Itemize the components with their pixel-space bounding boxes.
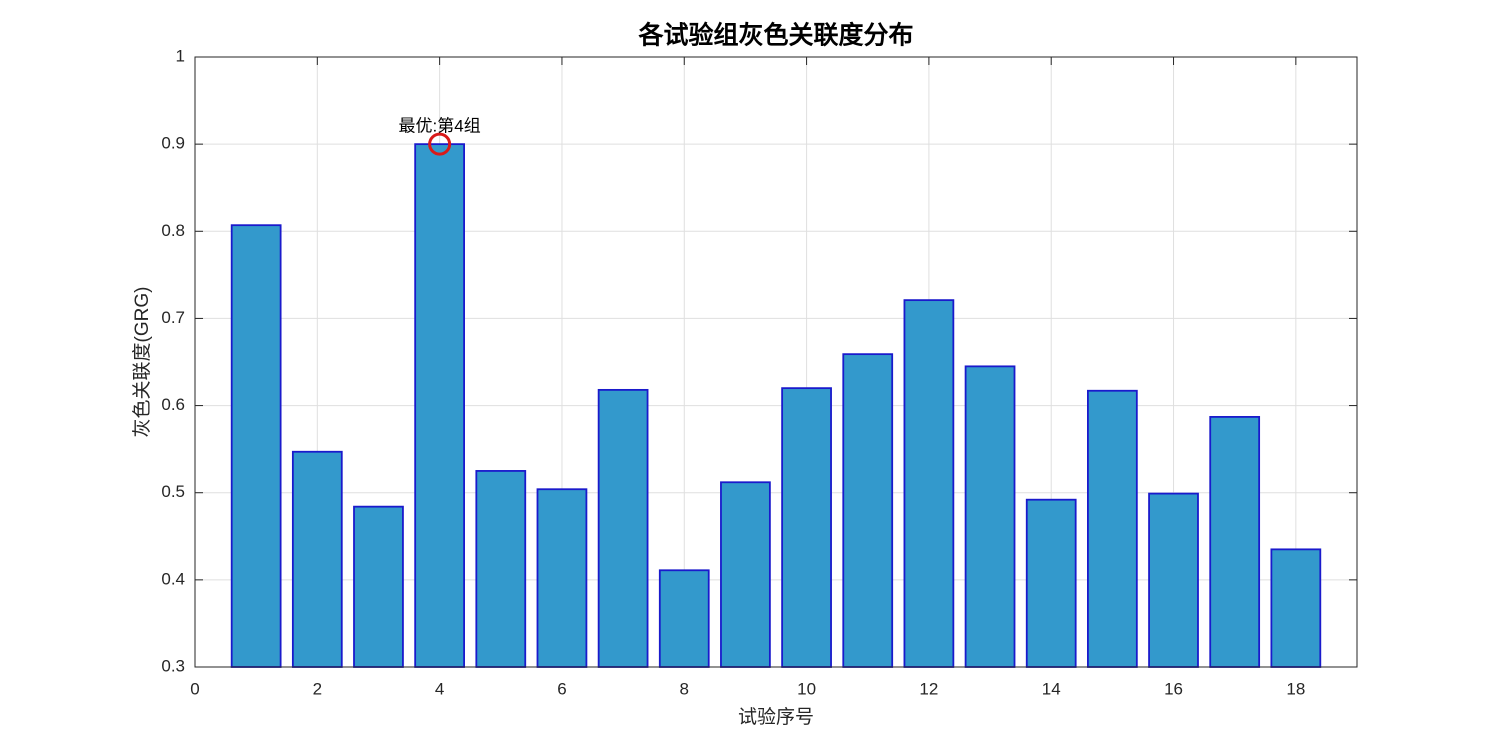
x-tick-label: 0: [190, 679, 199, 698]
bar: [1148, 492, 1199, 668]
y-axis-label: 灰色关联度(GRG): [131, 287, 153, 438]
bar: [536, 488, 588, 668]
x-tick-label: 12: [919, 679, 938, 698]
axes-box: [194, 56, 1358, 668]
bar: [1087, 389, 1138, 668]
bar: [720, 481, 771, 668]
highlight-marker: [428, 132, 452, 156]
y-tick-label: 0.4: [161, 569, 185, 588]
x-tick-label: 16: [1164, 679, 1183, 698]
y-tick-label: 0.6: [161, 395, 185, 414]
bar: [658, 569, 710, 668]
y-tick-label: 1: [176, 46, 185, 65]
bar: [903, 299, 955, 668]
bar: [964, 365, 1016, 668]
y-tick-label: 0.8: [161, 221, 185, 240]
x-tick-label: 8: [680, 679, 689, 698]
x-tick-label: 4: [435, 679, 444, 698]
bar: [1025, 498, 1077, 668]
y-tick-label: 0.9: [161, 134, 185, 153]
y-tick-label: 0.7: [161, 308, 185, 327]
y-tick-label: 0.3: [161, 656, 185, 675]
bar: [230, 224, 282, 668]
bar: [781, 387, 832, 668]
x-axis-label: 试验序号: [738, 706, 814, 728]
annotation: 最优:第4组: [399, 117, 481, 136]
bar: [291, 450, 343, 668]
y-tick-label: 0.5: [161, 482, 185, 501]
x-tick-label: 18: [1286, 679, 1305, 698]
bar: [1209, 415, 1261, 668]
x-tick-label: 14: [1042, 679, 1061, 698]
x-tick-label: 10: [797, 679, 816, 698]
bar: [842, 353, 894, 668]
chart-title: 各试验组灰色关联度分布: [637, 21, 913, 50]
bar: [414, 143, 465, 668]
x-tick-label: 2: [313, 679, 322, 698]
bar: [1270, 548, 1322, 668]
x-tick-label: 6: [557, 679, 566, 698]
bar: [353, 505, 404, 668]
bar: [475, 470, 527, 668]
bar: [597, 388, 649, 668]
